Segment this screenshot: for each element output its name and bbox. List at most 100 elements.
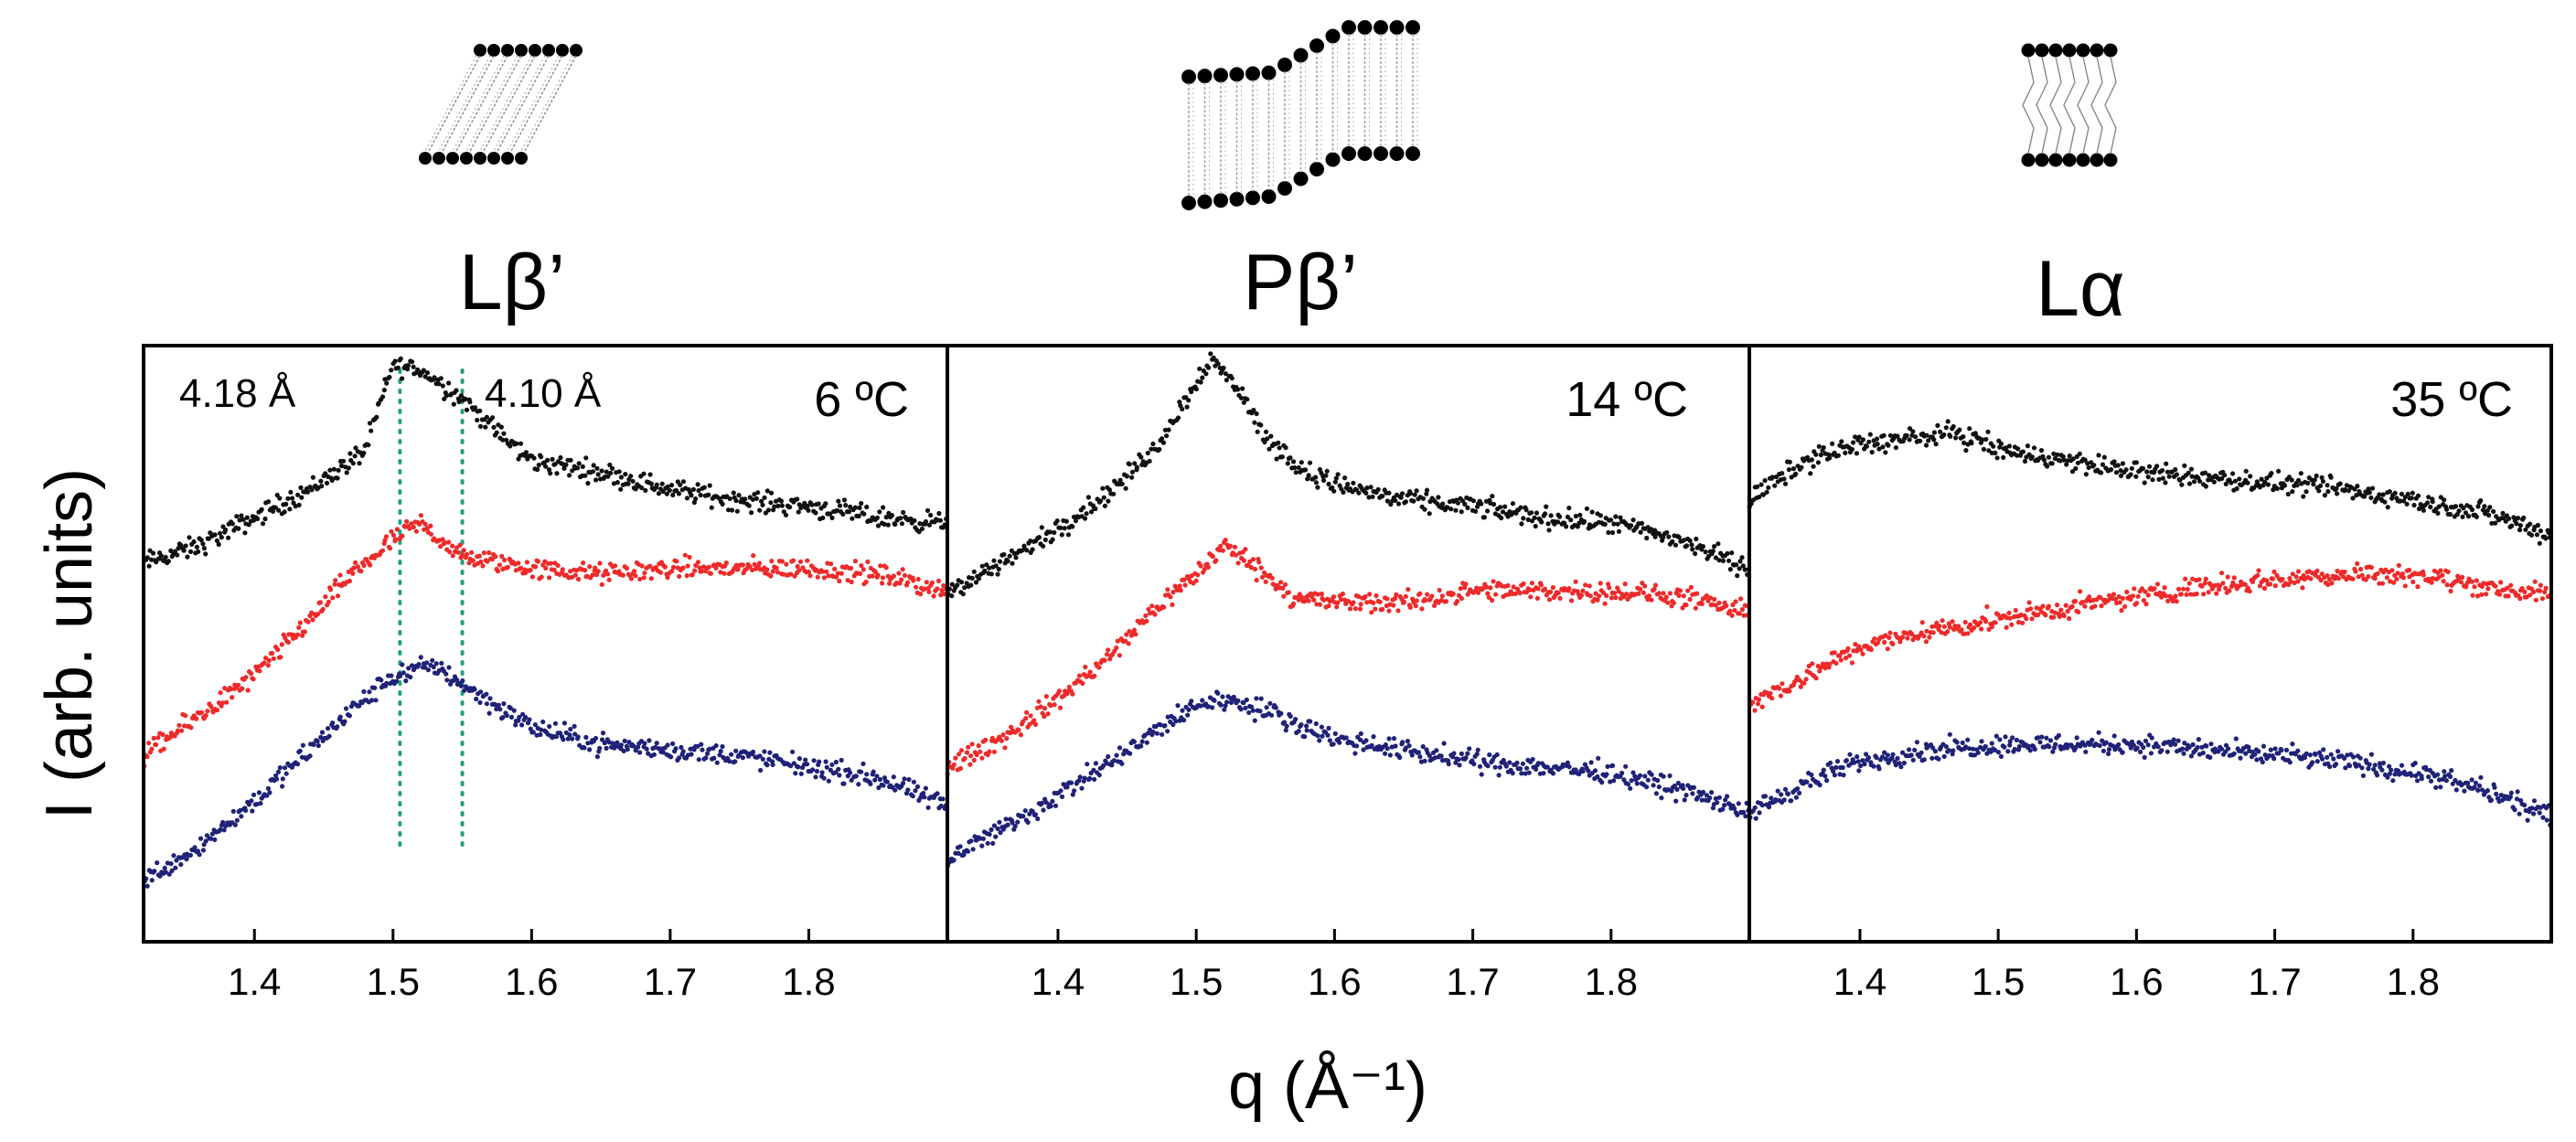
data-point (1319, 591, 1324, 597)
data-point (585, 741, 591, 746)
data-point (387, 374, 392, 380)
data-point (1618, 515, 1623, 520)
data-point (2389, 767, 2394, 773)
data-point (1608, 779, 1613, 784)
data-point (657, 570, 664, 575)
data-point (2320, 478, 2325, 485)
data-point (405, 367, 411, 372)
data-point (1993, 747, 1998, 753)
data-point (1391, 736, 1397, 742)
data-point (2007, 739, 2013, 744)
x-axis-title: q (Å⁻¹) (1228, 1050, 1427, 1123)
data-point (1606, 529, 1611, 536)
data-point (413, 528, 419, 534)
data-point (1170, 590, 1176, 595)
data-point (695, 743, 700, 749)
data-point (1781, 476, 1787, 482)
data-point (324, 480, 330, 486)
data-point (1943, 744, 1949, 750)
data-point (1254, 696, 1259, 701)
data-point (1883, 450, 1888, 455)
data-point (2414, 778, 2421, 784)
data-point (599, 582, 604, 587)
data-point (2186, 581, 2192, 586)
data-point (1530, 756, 1535, 763)
data-point (1682, 538, 1687, 543)
data-point (539, 727, 544, 732)
data-point (2254, 757, 2260, 763)
data-point (957, 844, 963, 849)
data-point (440, 383, 445, 389)
data-point (1267, 446, 1272, 452)
data-point (1525, 517, 1531, 523)
temperature-label-2: 14 ºC (1566, 372, 1688, 427)
data-point (1247, 559, 1253, 564)
data-point (759, 498, 764, 504)
data-point (547, 575, 552, 581)
data-point (628, 474, 634, 479)
data-point (251, 792, 257, 797)
data-point (680, 479, 687, 485)
data-point (1993, 450, 1998, 455)
data-point (485, 559, 490, 564)
data-point (2505, 585, 2510, 591)
data-point (2118, 473, 2124, 479)
data-point (1485, 591, 1491, 596)
data-point (1830, 441, 1835, 446)
data-point (1043, 694, 1049, 699)
data-point (552, 462, 558, 467)
data-point (230, 521, 235, 527)
data-point (271, 656, 276, 662)
data-point (2072, 598, 2079, 604)
data-point (2450, 781, 2455, 786)
data-point (1254, 577, 1259, 583)
data-point (2538, 582, 2543, 588)
data-point (821, 575, 828, 581)
data-point (1907, 437, 1912, 443)
data-point (2149, 735, 2154, 741)
data-point (1596, 755, 1601, 761)
data-point (1342, 475, 1348, 481)
data-point (1293, 717, 1299, 722)
data-point (1638, 586, 1643, 592)
data-point (708, 571, 714, 576)
data-point (1096, 773, 1102, 778)
data-point (1180, 708, 1185, 713)
data-point (2400, 571, 2405, 577)
data-point (160, 731, 166, 738)
data-point (642, 741, 647, 746)
data-point (1320, 733, 1325, 739)
data-point (896, 571, 902, 576)
data-point (2525, 817, 2530, 823)
data-point (1730, 602, 1736, 608)
data-point (1845, 646, 1851, 651)
data-point (2055, 452, 2060, 457)
y-axis-title: I (arb. units) (33, 468, 106, 819)
data-point (458, 683, 465, 688)
data-point (1277, 445, 1282, 451)
data-point (1683, 603, 1689, 608)
data-point (1144, 740, 1149, 745)
data-point (1013, 555, 1019, 560)
data-point (1210, 705, 1215, 710)
data-point (295, 632, 301, 637)
data-point (2537, 810, 2542, 816)
data-point (1436, 495, 1441, 500)
data-point (1352, 751, 1358, 756)
data-point (2075, 460, 2080, 465)
data-point (1119, 761, 1125, 766)
data-point (430, 657, 435, 663)
data-point (1908, 752, 1914, 758)
data-point (2384, 575, 2389, 581)
data-point (648, 576, 654, 582)
data-point (2219, 571, 2225, 576)
data-point (990, 840, 996, 847)
data-point (1930, 630, 1936, 635)
data-point (551, 567, 557, 573)
data-point (1133, 632, 1138, 637)
data-point (1221, 365, 1226, 370)
data-point (2517, 596, 2523, 602)
data-point (433, 661, 439, 667)
data-point (2265, 482, 2271, 487)
data-point (198, 710, 204, 715)
